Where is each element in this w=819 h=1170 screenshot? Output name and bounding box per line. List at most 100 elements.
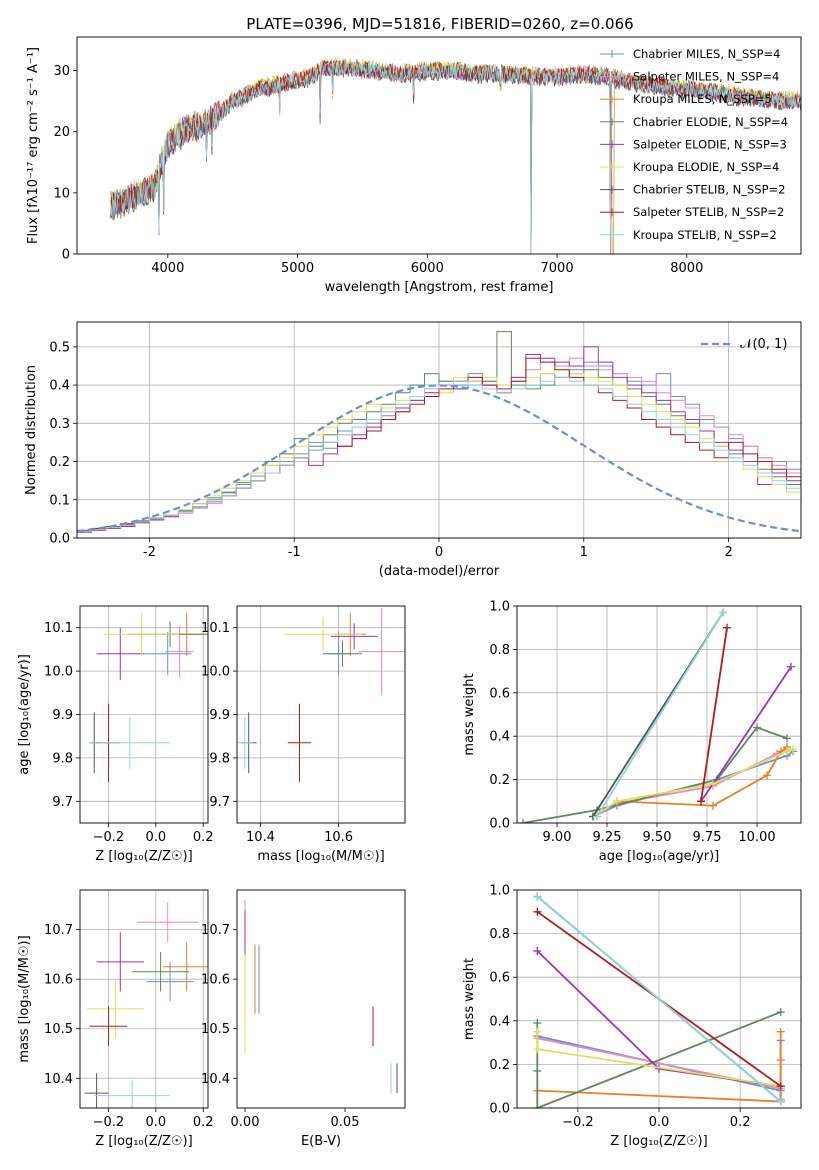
errorbar-point-7 <box>287 703 312 782</box>
x-axis-label: (data-model)/error <box>379 564 500 579</box>
y-axis-label: mass weight <box>462 958 477 1040</box>
y-tick-label: 1.0 <box>489 600 510 615</box>
weight-marker <box>776 1008 785 1017</box>
weight-marker <box>723 623 731 632</box>
figure-title: PLATE=0396, MJD=51816, FIBERID=0260, z=0… <box>246 15 633 33</box>
y-tick-label: 0.4 <box>489 1014 510 1029</box>
x-axis-label: age [log₁₀(age/yr)] <box>599 849 720 864</box>
y-tick-label: 9.9 <box>209 708 230 723</box>
y-axis-label: age [log₁₀(age/yr)] <box>17 654 32 775</box>
y-tick-label: 10.7 <box>201 923 230 938</box>
gaussian-curve <box>77 384 801 533</box>
y-tick-label: 0.0 <box>49 532 70 547</box>
weight-marker <box>776 1027 785 1036</box>
plot-area <box>84 902 208 1108</box>
y-tick-label: 20 <box>53 125 70 140</box>
y-tick-label: 10 <box>53 186 70 201</box>
plot-area <box>89 612 208 782</box>
errorbar-point-4 <box>96 932 144 992</box>
panel-weight_vs_Z: −0.2 0.0 0.2 0.0 0.2 0.4 0.6 0.8 1.0 Z [log₁₀(Z/Z… <box>462 884 802 1149</box>
plot-area <box>237 608 405 782</box>
panel-age_vs_mass: 10.4 10.6 9.7 9.8 9.9 10.0 10.1 mass [log₁₀(M/M… <box>201 605 406 864</box>
y-tick-label: 10.4 <box>44 1072 73 1087</box>
x-tick-label: 10.4 <box>246 830 275 845</box>
x-tick-label: 0.0 <box>649 1115 670 1130</box>
x-tick-label: 9.25 <box>593 830 622 845</box>
x-tick-label: −0.2 <box>93 1115 125 1130</box>
axes-frame <box>516 605 802 824</box>
errorbar-point-3 <box>322 640 363 667</box>
x-tick-label: 8000 <box>670 261 703 276</box>
legend-label: Chabrier STELIB, N_SSP=2 <box>633 183 785 197</box>
axes-frame <box>516 889 802 1109</box>
weight-marker <box>776 1056 785 1065</box>
errorbar-point-4 <box>330 623 378 650</box>
y-tick-label: 10.1 <box>44 621 73 636</box>
errorbar-point-3 <box>132 951 190 992</box>
errorbar-point-7 <box>89 1006 128 1047</box>
panel-age_vs_Z: −0.2 0.0 0.2 9.7 9.8 9.9 10.0 10.1 Z [log₁₀(Z/Z☉… <box>17 605 214 864</box>
x-tick-label: 0.05 <box>331 1115 360 1130</box>
weight-marker <box>787 662 795 671</box>
errorbar-point-1 <box>136 902 199 943</box>
weight-marker <box>789 745 797 754</box>
y-tick-label: 10.7 <box>44 923 73 938</box>
x-tick-label: 9.50 <box>643 830 672 845</box>
errorbar-point-8 <box>237 716 253 769</box>
weight-marker <box>697 797 705 806</box>
axes-frame <box>236 605 406 824</box>
y-tick-label: 10.0 <box>201 665 230 680</box>
plot-area <box>519 608 797 823</box>
y-tick-label: 10.6 <box>201 973 230 988</box>
panel-mass_vs_Z: −0.2 0.0 0.2 10.4 10.5 10.6 10.7 Z [log₁₀(Z/Z☉)… <box>17 889 214 1149</box>
x-axis-label: Z [log₁₀(Z/Z☉)] <box>610 1134 707 1149</box>
legend-label: Chabrier ELODIE, N_SSP=4 <box>633 115 788 129</box>
axes-frame <box>79 889 209 1109</box>
weight-marker <box>533 1066 542 1075</box>
legend-label: Salpeter MILES, N_SSP=4 <box>633 70 779 84</box>
weight-line-7 <box>700 627 728 802</box>
errorbar-point-8 <box>94 1080 171 1108</box>
plot-area <box>244 899 398 1094</box>
x-tick-label: 10.00 <box>738 830 775 845</box>
x-tick-label: 0.2 <box>193 1115 214 1130</box>
weight-marker <box>709 801 717 810</box>
y-tick-label: 0.0 <box>489 1102 510 1117</box>
legend-label: Kroupa MILES, N_SSP=5 <box>633 92 772 106</box>
weight-marker <box>753 723 761 732</box>
y-tick-label: 0.3 <box>49 417 70 432</box>
y-tick-label: 9.7 <box>52 795 73 810</box>
legend-label: Chabrier MILES, N_SSP=4 <box>633 47 780 61</box>
spectrum-line-8 <box>110 60 801 254</box>
x-tick-label: 9.75 <box>693 830 722 845</box>
x-tick-label: -2 <box>143 545 156 560</box>
y-tick-label: 0 <box>62 248 70 263</box>
plot-area <box>77 331 801 533</box>
x-tick-label: 9.00 <box>543 830 572 845</box>
x-tick-label: 0.2 <box>193 830 214 845</box>
x-tick-label: 1 <box>580 545 588 560</box>
y-tick-label: 9.9 <box>52 708 73 723</box>
plot-area <box>110 57 801 254</box>
errorbar-point-5 <box>283 616 363 652</box>
y-axis-label: Normed distribution <box>24 365 39 495</box>
weight-marker <box>533 1045 542 1054</box>
y-tick-label: 0.4 <box>489 730 510 745</box>
errorbar-point-6 <box>84 1073 109 1108</box>
y-tick-label: 9.8 <box>209 751 230 766</box>
axes-frame <box>76 321 802 539</box>
y-axis-label: Flux [fλ10⁻¹⁷ erg cm⁻² s⁻¹ A⁻¹] <box>26 47 41 244</box>
plot-area <box>533 892 785 1108</box>
errorbar-point-2 <box>162 942 208 992</box>
weight-marker <box>776 1082 785 1091</box>
y-tick-label: 9.8 <box>52 751 73 766</box>
errorbar-point-1 <box>358 608 405 695</box>
y-tick-label: 9.7 <box>209 795 230 810</box>
weight-marker <box>533 1104 542 1108</box>
panel-weight_vs_age: 9.00 9.25 9.50 9.75 10.00 0.0 0.2 0.4 0.6 0.8 1.0 a… <box>462 600 802 864</box>
y-axis-label: mass weight <box>462 673 477 755</box>
weight-line-2 <box>537 1031 782 1103</box>
